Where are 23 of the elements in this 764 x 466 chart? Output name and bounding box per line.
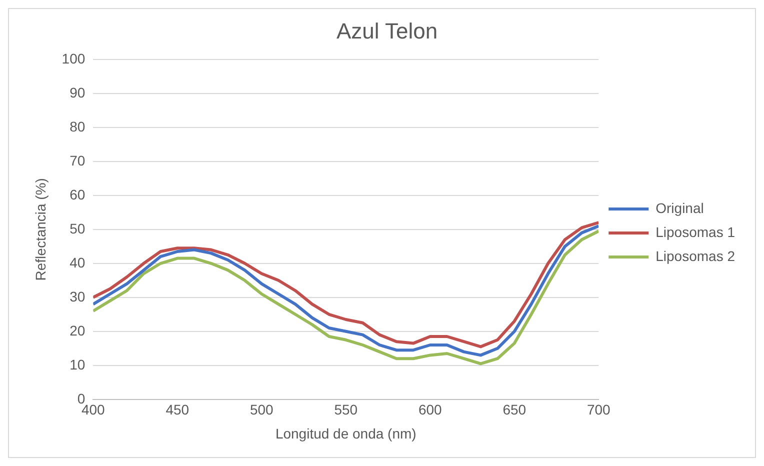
- y-tick-label: 40: [70, 254, 86, 270]
- y-tick-label: 20: [70, 322, 86, 338]
- x-tick-label: 550: [334, 402, 358, 418]
- legend-label: Liposomas 1: [656, 224, 736, 240]
- y-tick-label: 100: [62, 50, 86, 66]
- x-tick-label: 650: [502, 402, 526, 418]
- x-tick-label: 600: [418, 402, 442, 418]
- y-tick-label: 30: [70, 288, 86, 304]
- chart-title: Azul Telon: [336, 18, 438, 44]
- legend-label: Liposomas 2: [656, 248, 736, 264]
- x-tick-label: 450: [166, 402, 190, 418]
- y-tick-label: 70: [70, 152, 86, 168]
- y-tick-label: 10: [70, 356, 86, 372]
- legend-label: Original: [656, 200, 704, 216]
- x-tick-label: 500: [250, 402, 274, 418]
- x-axis-title: Longitud de onda (nm): [275, 425, 416, 442]
- y-tick-label: 0: [77, 390, 86, 406]
- y-tick-label: 80: [70, 118, 86, 134]
- y-tick-label: 90: [70, 84, 86, 100]
- x-tick-label: 700: [586, 402, 611, 418]
- y-tick-label: 50: [70, 220, 86, 236]
- y-tick-label: 60: [70, 186, 86, 202]
- y-axis-title: Reflectancia (%): [32, 178, 48, 281]
